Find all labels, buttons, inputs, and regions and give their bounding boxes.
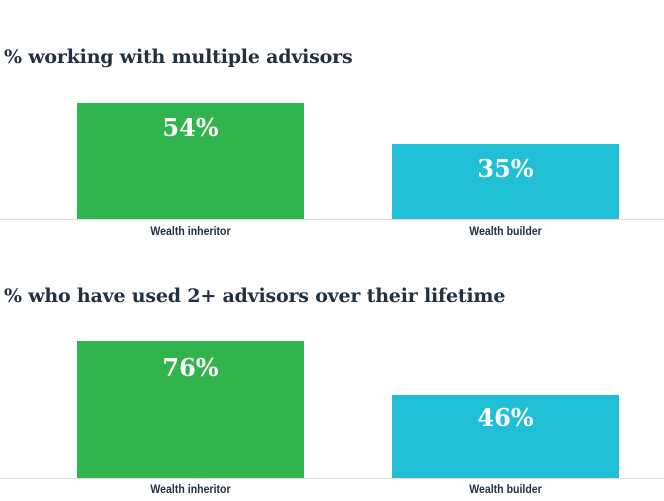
bar-wealth-builder: 46% <box>392 395 619 478</box>
category-label: Wealth builder <box>469 224 542 238</box>
bar-wealth-inheritor: 76% <box>77 341 304 478</box>
category-label: Wealth inheritor <box>150 482 231 496</box>
bar-value-label: 35% <box>477 154 534 183</box>
x-axis-line <box>0 219 664 220</box>
category-label: Wealth builder <box>469 482 542 496</box>
bar-value-label: 76% <box>162 353 219 382</box>
category-label: Wealth inheritor <box>150 224 231 238</box>
bar-value-label: 46% <box>477 403 534 432</box>
bar-wealth-builder: 35% <box>392 144 619 219</box>
bar-value-label: 54% <box>162 113 219 142</box>
chart-title: % who have used 2+ advisors over their l… <box>4 285 506 307</box>
bar-wealth-inheritor: 54% <box>77 103 304 219</box>
x-axis-line <box>0 478 664 479</box>
chart-title: % working with multiple advisors <box>4 46 353 68</box>
